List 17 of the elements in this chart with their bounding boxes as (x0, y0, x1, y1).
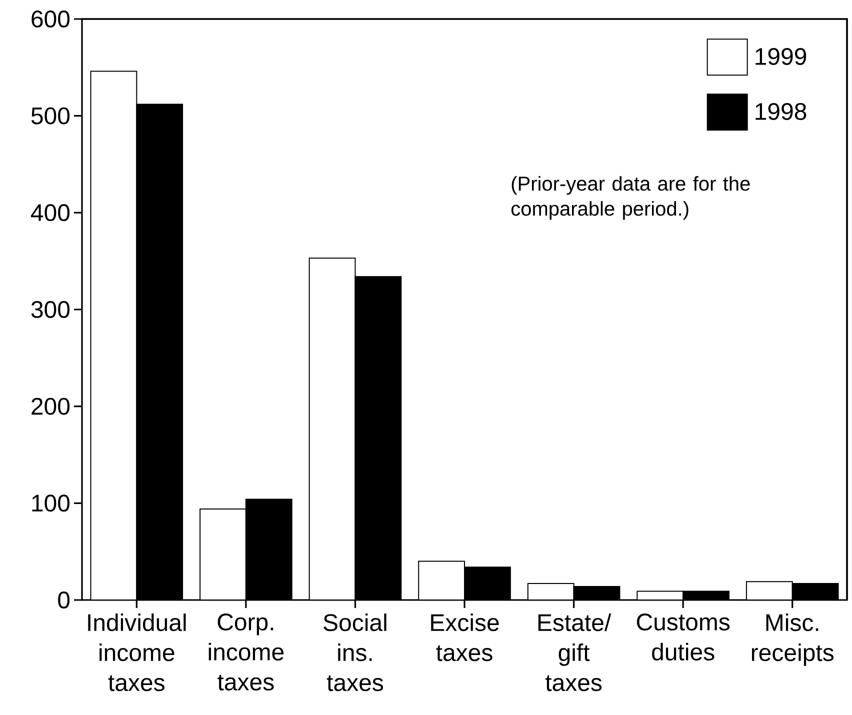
x-tick-label: Individual income taxes (88, 614, 186, 692)
annotation: (Prior-year data are for the comparable period.) (511, 176, 750, 220)
y-tick-label: 300 (31, 300, 70, 318)
y-tick-label: 100 (32, 494, 70, 512)
y-tick-label: 200 (32, 398, 70, 415)
x-tick-label: Corp. income taxes (208, 614, 284, 691)
y-tick-label: 0 (58, 591, 70, 608)
legend-label: 1999 (756, 48, 806, 65)
x-tick-label: Estate/ gift taxes (538, 614, 612, 692)
x-tick-label: Misc. receipts (752, 614, 834, 666)
y-tick-label: 500 (31, 107, 70, 124)
x-tick-label: Social ins. taxes (324, 614, 386, 692)
y-tick-label: 400 (30, 204, 70, 222)
x-tick-label: Excise taxes (431, 614, 499, 662)
y-tick-label: 600 (32, 10, 70, 28)
x-tick-label: Customs duties (636, 614, 730, 661)
legend-label: 1998 (756, 102, 806, 120)
